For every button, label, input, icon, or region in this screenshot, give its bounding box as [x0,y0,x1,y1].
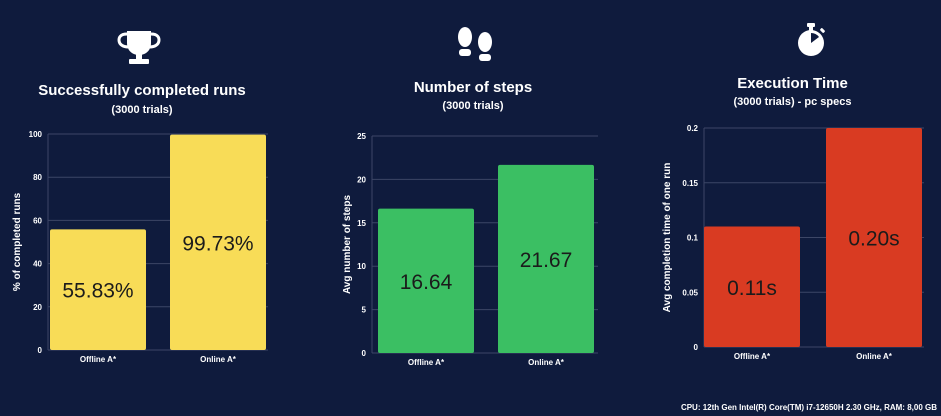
panel-execution-time: Execution Time (3000 trials) - pc specs … [650,0,941,416]
bar [378,208,474,353]
chart-execution-time: 0 0.05 0.1 0.15 0.2 Avg completion time of on… [662,124,924,361]
bar [170,134,266,350]
y-tick-label: 0.15 [682,179,698,188]
y-tick-label: 40 [33,260,42,269]
bar [50,229,146,350]
x-tick-label: Offline A* [734,352,771,361]
bar [826,128,922,347]
data-label: 55.83% [62,280,133,303]
y-tick-label: 20 [357,175,366,184]
y-tick-label: 20 [33,303,42,312]
y-tick-label: 0 [694,343,699,352]
x-tick-label: Online A* [856,352,893,361]
y-tick-label: 0.05 [682,288,698,297]
trophy-icon [117,31,161,64]
y-tick-label: 0.2 [687,124,699,133]
data-label: 16.64 [400,271,453,294]
y-tick-label: 0 [38,346,43,355]
chart-number-of-steps: 0 5 10 15 20 25 Avg number of steps 16.64 Offlin… [342,132,598,367]
y-tick-label: 5 [362,306,367,315]
data-label: 0.20s [848,228,899,251]
y-tick-label: 15 [357,219,366,228]
data-label: 0.11s [727,277,777,300]
data-label: 99.73% [182,232,253,255]
y-axis-label: % of completed runs [12,192,23,291]
x-tick-label: Online A* [528,358,565,367]
data-label: 21.67 [520,249,573,272]
chart-title: Number of steps [413,79,533,96]
chart-subtitle: (3000 trials) [111,104,173,116]
footprints-icon [458,27,492,61]
bar [498,164,594,353]
x-tick-label: Offline A* [408,358,445,367]
chart-subtitle: (3000 trials) [442,100,504,112]
y-tick-label: 25 [357,132,366,141]
y-tick-label: 0.1 [687,234,699,243]
panel-completed-runs: Successfully completed runs (3000 trials… [0,0,290,416]
footer-specs: CPU: 12th Gen Intel(R) Core(TM) i7-12650… [680,403,937,412]
y-tick-label: 10 [357,262,366,271]
x-tick-label: Online A* [200,355,237,364]
stopwatch-icon [798,23,825,56]
y-axis-label: Avg completion time of one run [662,163,673,313]
chart-title: Execution Time [737,75,848,92]
chart-subtitle: (3000 trials) - pc specs [733,96,852,108]
y-axis-label: Avg number of steps [342,195,353,295]
y-tick-label: 80 [33,173,42,182]
bar [704,226,800,347]
y-tick-label: 60 [33,216,42,225]
chart-completed-runs: 0 20 40 60 80 100 % of completed runs 55.83% Off… [12,130,268,364]
chart-title: Successfully completed runs [38,82,246,99]
panel-number-of-steps: Number of steps (3000 trials) 0 5 10 15 20 25… [320,0,620,416]
y-tick-label: 100 [29,130,43,139]
y-tick-label: 0 [362,349,367,358]
x-tick-label: Offline A* [80,355,117,364]
